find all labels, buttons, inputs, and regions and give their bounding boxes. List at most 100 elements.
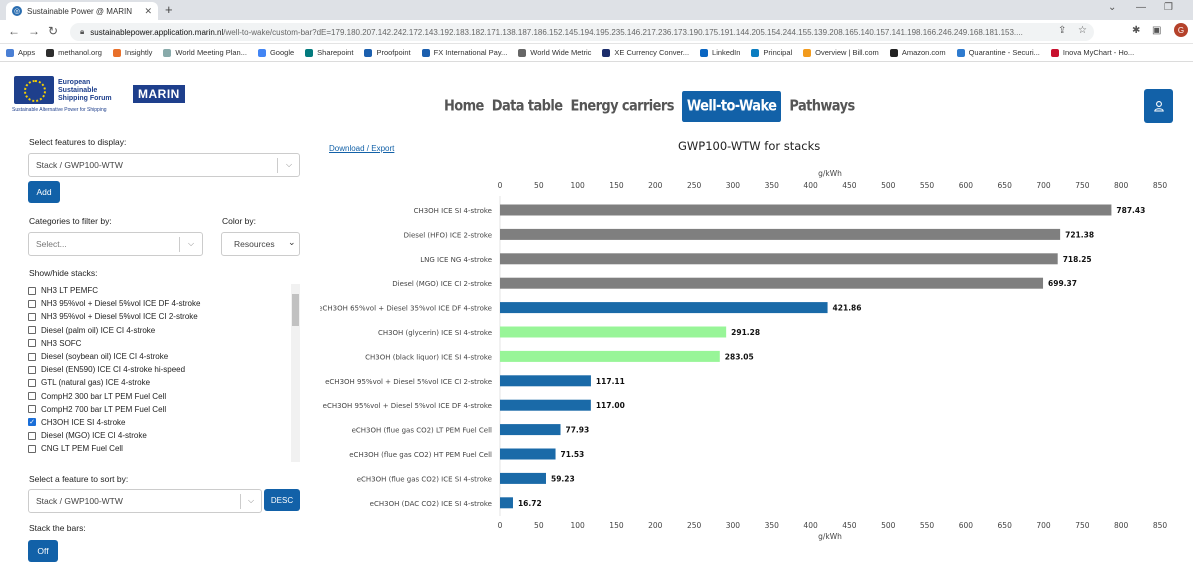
checkbox-checked[interactable]: ✓	[28, 418, 36, 427]
sort-select[interactable]: Stack / GWP100-WTW ⌵	[28, 489, 262, 513]
stack-checkbox-item[interactable]: Diesel (MGO) ICE CI 4-stroke	[28, 429, 300, 442]
checkbox[interactable]	[28, 365, 36, 374]
bookmark-item[interactable]: Inova MyChart - Ho...	[1050, 48, 1134, 57]
x-tick-label-top: 300	[726, 181, 741, 190]
logo-org-name: European Sustainable Shipping Forum	[58, 79, 112, 103]
color-by-select[interactable]: Resources ⌄	[221, 232, 300, 256]
x-tick-label-top: 850	[1153, 181, 1168, 190]
bookmark-item[interactable]: Amazon.com	[889, 48, 946, 57]
stack-checkbox-item[interactable]: Diesel (EN590) ICE CI 4-stroke hi-speed	[28, 363, 300, 376]
stack-checkbox-item[interactable]: Diesel (soybean oil) ICE CI 4-stroke	[28, 350, 300, 363]
stack-checkbox-item[interactable]: NH3 95%vol + Diesel 5%vol ICE CI 2-strok…	[28, 310, 300, 323]
forward-icon[interactable]: →	[28, 24, 40, 38]
bookmark-icon	[518, 48, 527, 57]
nav-energy-carriers[interactable]: Energy carriers	[570, 97, 674, 116]
sort-order-button[interactable]: DESC	[264, 489, 300, 511]
checkbox[interactable]	[28, 299, 36, 308]
x-tick-label-top: 50	[534, 181, 544, 190]
user-account-button[interactable]	[1144, 89, 1173, 123]
x-tick-label-bottom: 800	[1114, 521, 1129, 530]
bookmark-label: World Meeting Plan...	[175, 48, 247, 57]
nav-home[interactable]: Home	[444, 97, 484, 116]
stack-checkbox-item[interactable]: NH3 95%vol + Diesel 5%vol ICE DF 4-strok…	[28, 297, 300, 310]
checkbox[interactable]	[28, 431, 36, 440]
bookmark-item[interactable]: World Meeting Plan...	[163, 48, 247, 57]
stack-checkbox-item[interactable]: NH3 LT PEMFC	[28, 284, 300, 297]
back-icon[interactable]: ←	[8, 24, 20, 38]
bookmark-label: Google	[269, 48, 295, 57]
stack-checkbox-item[interactable]: CompH2 700 bar LT PEM Fuel Cell	[28, 403, 300, 416]
bookmark-item[interactable]: FX International Pay...	[421, 48, 507, 57]
tab-search-icon[interactable]: ⌄	[1108, 2, 1117, 13]
x-tick-label-top: 650	[998, 181, 1013, 190]
showhide-label: Show/hide stacks:	[29, 268, 98, 278]
checkbox[interactable]	[28, 352, 36, 361]
bar-value-label: 699.37	[1048, 279, 1077, 288]
close-tab-icon[interactable]: ✕	[144, 5, 152, 16]
stack-bars-toggle[interactable]: Off	[28, 540, 58, 562]
site-logo[interactable]: European Sustainable Shipping Forum MARI…	[12, 74, 187, 120]
x-tick-label-bottom: 200	[648, 521, 663, 530]
download-export-link[interactable]: Download / Export	[329, 144, 395, 153]
bookmark-item[interactable]: Quarantine - Securi...	[956, 48, 1040, 57]
category-label: Diesel (MGO) ICE CI 2-stroke	[392, 280, 492, 288]
stack-checkbox-item[interactable]: Diesel (palm oil) ICE CI 4-stroke	[28, 324, 300, 337]
bookmark-item[interactable]: XE Currency Conver...	[602, 48, 689, 57]
features-select[interactable]: Stack / GWP100-WTW ⌵	[28, 153, 300, 177]
x-tick-label-bottom: 650	[998, 521, 1013, 530]
minimize-icon[interactable]: —	[1136, 2, 1146, 13]
sidepanel-icon[interactable]: ▣	[1152, 25, 1162, 36]
add-button[interactable]: Add	[28, 181, 60, 203]
bookmark-label: World Wide Metric	[530, 48, 592, 57]
stack-label: NH3 95%vol + Diesel 5%vol ICE DF 4-strok…	[41, 299, 201, 309]
checkbox[interactable]	[28, 312, 36, 321]
scrollbar-thumb[interactable]	[292, 294, 299, 326]
share-icon[interactable]: ⇪	[1058, 25, 1067, 36]
bookmark-item[interactable]: Overview | Bill.com	[803, 48, 879, 57]
stack-checkbox-item[interactable]: ✓ CH3OH ICE SI 4-stroke	[28, 416, 300, 429]
browser-tab[interactable]: ◎ Sustainable Power @ MARIN ✕	[6, 2, 158, 20]
url-input[interactable]: 🔒︎ sustainablepower.application.marin.nl…	[70, 23, 1094, 41]
bookmark-star-icon[interactable]: ☆	[1078, 25, 1087, 36]
categories-select[interactable]: Select... ⌵	[28, 232, 203, 256]
reload-icon[interactable]: ↻	[48, 24, 59, 38]
stack-list-scrollbar[interactable]	[291, 284, 300, 462]
bookmark-item[interactable]: Principal	[751, 48, 792, 57]
bookmark-item[interactable]: World Wide Metric	[518, 48, 591, 57]
x-tick-label-top: 100	[570, 181, 585, 190]
chevron-down-icon: ⌄	[288, 237, 296, 247]
nav-well-to-wake[interactable]: Well-to-Wake	[681, 90, 782, 123]
stack-checkbox-item[interactable]: NH3 SOFC	[28, 337, 300, 350]
bookmark-item[interactable]: Insightly	[112, 48, 152, 57]
checkbox[interactable]	[28, 339, 36, 348]
bookmark-item[interactable]: methanol.org	[46, 48, 102, 57]
new-tab-icon[interactable]: +	[165, 2, 173, 17]
checkbox[interactable]	[28, 326, 36, 335]
stack-checkbox-item[interactable]: CompH2 300 bar LT PEM Fuel Cell	[28, 390, 300, 403]
x-tick-label-bottom: 700	[1036, 521, 1051, 530]
x-tick-label-bottom: 450	[842, 521, 857, 530]
features-select-value: Stack / GWP100-WTW	[36, 160, 123, 170]
chevron-down-icon: ⌵	[188, 239, 195, 248]
features-label: Select features to display:	[29, 137, 127, 147]
bookmark-item[interactable]: Sharepoint	[305, 48, 353, 57]
checkbox[interactable]	[28, 444, 36, 453]
stack-checkbox-item[interactable]: GTL (natural gas) ICE 4-stroke	[28, 376, 300, 389]
bookmark-item[interactable]: LinkedIn	[700, 48, 740, 57]
checkbox[interactable]	[28, 286, 36, 295]
extensions-icon[interactable]: ✱	[1132, 25, 1141, 36]
checkbox[interactable]	[28, 392, 36, 401]
restore-icon[interactable]: ❐	[1164, 2, 1173, 13]
bookmark-item[interactable]: Apps	[6, 48, 35, 57]
stack-checkbox-item[interactable]: CNG LT PEM Fuel Cell	[28, 442, 300, 455]
bookmark-item[interactable]: Proofpoint	[364, 48, 411, 57]
bookmark-item[interactable]: Google	[257, 48, 295, 57]
bookmark-icon	[364, 48, 373, 57]
profile-avatar[interactable]: G	[1174, 23, 1188, 37]
nav-data-table[interactable]: Data table	[491, 97, 563, 116]
nav-pathways[interactable]: Pathways	[789, 97, 855, 116]
checkbox[interactable]	[28, 378, 36, 387]
color-by-label: Color by:	[222, 216, 257, 226]
checkbox[interactable]	[28, 405, 36, 414]
sort-label: Select a feature to sort by:	[29, 474, 129, 484]
